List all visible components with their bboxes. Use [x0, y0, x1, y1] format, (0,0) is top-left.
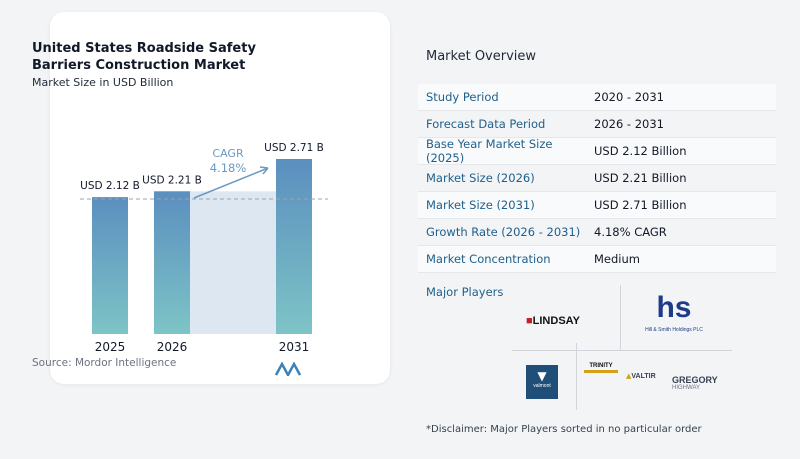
overview-key: Forecast Data Period	[426, 117, 546, 131]
overview-row: Market Size (2026) USD 2.21 Billion	[418, 165, 776, 192]
cagr-arrowhead	[259, 166, 269, 175]
cagr-value: 4.18%	[210, 161, 247, 175]
overview-table: Study Period 2020 - 2031 Forecast Data Per…	[418, 84, 776, 273]
x-tick-2026: 2026	[157, 340, 188, 354]
bar-2031	[276, 159, 312, 334]
hill-smith-logo: hs Hill & Smith Holdings PLC	[645, 291, 703, 334]
overview-row: Market Concentration Medium	[418, 246, 776, 273]
overview-key: Market Concentration	[426, 252, 551, 266]
lindsay-logo: ■LINDSAY	[526, 315, 580, 327]
overview-key: Study Period	[426, 90, 499, 104]
overview-key: Market Size (2026)	[426, 171, 535, 185]
bar-2025	[92, 197, 128, 334]
overview-key: Growth Rate (2026 - 2031)	[426, 225, 581, 239]
overview-value: USD 2.12 Billion	[594, 144, 687, 158]
overview-value: Medium	[594, 252, 640, 266]
data-label-2031: USD 2.71 B	[264, 142, 324, 154]
mordor-logo-icon	[275, 362, 301, 376]
x-tick-2025: 2025	[95, 340, 126, 354]
overview-value: 2026 - 2031	[594, 117, 664, 131]
source-note: Source: Mordor Intelligence	[32, 357, 177, 369]
cagr-label: CAGR	[212, 147, 244, 160]
overview-row: Study Period 2020 - 2031	[418, 84, 776, 111]
overview-row: Market Size (2031) USD 2.71 Billion	[418, 192, 776, 219]
overview-row: Growth Rate (2026 - 2031) 4.18% CAGR	[418, 219, 776, 246]
gregory-logo: GREGORY HIGHWAY	[672, 375, 718, 391]
overview-value: USD 2.71 Billion	[594, 198, 687, 212]
cagr-arrow	[193, 167, 269, 199]
trinity-logo: TRINITY	[584, 363, 618, 373]
valmont-logo: ▼ valmont	[526, 365, 558, 399]
overview-key: Market Size (2031)	[426, 198, 535, 212]
overview-row: Forecast Data Period 2026 - 2031	[418, 111, 776, 138]
players-label: Major Players	[426, 285, 504, 299]
chart-subtitle: Market Size in USD Billion	[32, 76, 174, 89]
overview-value: 4.18% CAGR	[594, 225, 667, 239]
overview-value: USD 2.21 Billion	[594, 171, 687, 185]
x-tick-2031: 2031	[279, 340, 310, 354]
overview-value: 2020 - 2031	[594, 90, 664, 104]
overview-key: Base Year Market Size (2025)	[426, 137, 553, 165]
valtir-logo: ▲VALTIR	[626, 372, 656, 380]
data-label-2026: USD 2.21 B	[142, 174, 202, 186]
data-label-2025: USD 2.12 B	[80, 180, 140, 192]
bar-2026	[154, 191, 190, 334]
chart-title: United States Roadside Safety Barriers C…	[32, 41, 256, 73]
overview-title: Market Overview	[426, 49, 537, 64]
disclaimer: *Disclaimer: Major Players sorted in no …	[426, 424, 702, 435]
overview-row: Base Year Market Size (2025) USD 2.12 Bil…	[418, 137, 776, 165]
players-grid: ■LINDSAY hs Hill & Smith Holdings PLC ▼ …	[512, 285, 732, 410]
bar-chart: USD 2.12 B 2025 USD 2.21 B 2026 USD 2.71 B 20…	[80, 142, 328, 354]
growth-band	[190, 191, 276, 334]
